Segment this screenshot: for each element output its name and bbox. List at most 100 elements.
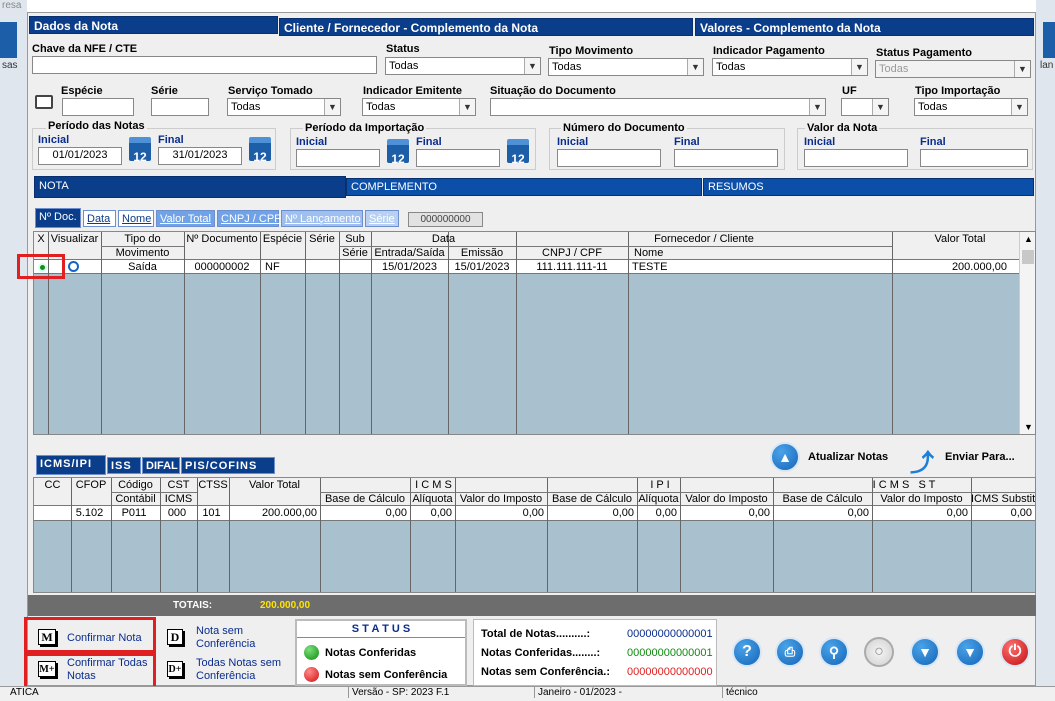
grid-col-line (547, 478, 548, 592)
green-dot-icon (304, 645, 319, 660)
tab-nota[interactable]: NOTA (34, 176, 346, 198)
nota-sem-conferencia-button[interactable]: Nota sem Conferência (196, 625, 256, 650)
tax-tab-iss[interactable]: ISS (107, 457, 141, 474)
column-header: CTSS (198, 479, 228, 491)
clock-icon[interactable]: ○ (864, 637, 894, 667)
section-cliente-fornecedor[interactable]: Cliente / Fornecedor - Complemento da No… (279, 18, 693, 36)
m-plus-icon: M+ (38, 661, 56, 677)
notas-conferidas-label: Notas Conferidas (325, 647, 417, 659)
tab-complemento[interactable]: COMPLEMENTO (346, 178, 702, 196)
search-box[interactable]: 000000000 (408, 212, 483, 227)
chevron-down-icon: ▼ (809, 99, 825, 115)
calendar-icon[interactable]: 12 (507, 139, 529, 166)
periodo-final-input[interactable]: 31/01/2023 (158, 147, 242, 165)
sort-tab-serie[interactable]: Série (365, 210, 399, 227)
d-plus-icon[interactable]: D+ (167, 661, 183, 677)
column-header: Base de Cálculo (324, 493, 406, 505)
periodo-inicial-input[interactable]: 01/01/2023 (38, 147, 122, 165)
valor-final-input[interactable] (920, 149, 1028, 167)
tipo-imp-select[interactable]: Todas ▼ (914, 98, 1028, 116)
column-header: Nº Documento (186, 233, 258, 245)
notas-conferidas-value: 00000000000001 (627, 647, 713, 659)
enviar-para-button[interactable]: Enviar Para... (945, 451, 1015, 463)
tipo-imp-label: Tipo Importação (915, 85, 1001, 97)
tax-tab-difal[interactable]: DIFAL (142, 457, 180, 474)
tax-cell: 0,00 (847, 507, 869, 519)
uf-select[interactable]: ▼ (841, 98, 889, 116)
notes-scrollbar[interactable]: ▲ ▼ (1019, 232, 1035, 434)
imp-final-input[interactable] (416, 149, 500, 167)
notes-grid-row[interactable] (34, 260, 1019, 274)
filter-icon[interactable]: ▼ (910, 637, 940, 667)
chevron-down-icon: ▼ (687, 59, 703, 75)
search-icon[interactable]: ⚲ (819, 637, 849, 667)
num-inicial-input[interactable] (557, 149, 661, 167)
chevron-down-icon: ▼ (1014, 61, 1030, 77)
sort-tab-lancamento[interactable]: Nº Lançamento (281, 210, 363, 227)
grid-col-line (111, 478, 112, 592)
power-icon[interactable]: ⏻ (1000, 637, 1030, 667)
tax-cell: 101 (202, 507, 221, 519)
tax-tab-pis-cofins[interactable]: PIS/COFINS (181, 457, 275, 474)
imp-inicial-input[interactable] (296, 149, 380, 167)
ind-pag-select[interactable]: Todas ▼ (712, 58, 868, 76)
sort-tab-data[interactable]: Data (83, 210, 116, 227)
chevron-down-icon: ▼ (1011, 99, 1027, 115)
clear-filter-icon[interactable]: ▼ (955, 637, 985, 667)
help-icon[interactable]: ? (732, 637, 762, 667)
tipo-mov-select[interactable]: Todas ▼ (548, 58, 704, 76)
calendar-icon[interactable]: 12 (129, 137, 151, 164)
print-icon[interactable]: ⎙ (775, 637, 805, 667)
servico-select[interactable]: Todas ▼ (227, 98, 341, 116)
grid-col-line (628, 232, 629, 434)
situacao-select[interactable]: ▼ (490, 98, 826, 116)
column-header: Sub (345, 233, 365, 245)
totals-label: TOTAIS: (173, 600, 213, 611)
chave-input[interactable] (32, 56, 377, 74)
printer-icon[interactable] (35, 95, 53, 109)
atualizar-notas-button[interactable]: Atualizar Notas (808, 451, 889, 463)
right-app-icon[interactable] (1043, 22, 1055, 58)
column-header: I P I (650, 479, 670, 491)
especie-input[interactable] (62, 98, 134, 116)
row-select-radio[interactable] (38, 263, 47, 272)
chevron-down-icon: ▼ (872, 99, 888, 115)
sort-tab-cnpj[interactable]: CNPJ / CPF (217, 210, 281, 227)
num-final-input[interactable] (674, 149, 778, 167)
scroll-down-arrow[interactable]: ▼ (1024, 422, 1033, 432)
enviar-icon[interactable]: ⤴ (910, 450, 934, 477)
sort-tab-valor-total[interactable]: Valor Total (156, 210, 215, 227)
column-header: I C M S (415, 479, 452, 491)
right-fragment-label: lan (1040, 60, 1054, 71)
notas-sem-value: 00000000000000 (627, 666, 713, 678)
notas-sem-count-label: Notas sem Conferência.: (481, 666, 610, 678)
atualizar-icon[interactable]: ▲ (770, 442, 800, 472)
todas-sem-conferencia-button[interactable]: Todas Notas sem Conferência (196, 657, 281, 682)
status-select[interactable]: Todas ▼ (385, 57, 541, 75)
column-header: Série (309, 233, 335, 245)
column-header: CC (44, 479, 61, 491)
calendar-icon[interactable]: 12 (249, 137, 271, 164)
total-notas-value: 00000000000001 (627, 628, 713, 640)
column-header: CNPJ / CPF (542, 247, 602, 259)
left-app-icon[interactable] (0, 22, 17, 58)
tab-resumos[interactable]: RESUMOS (703, 178, 1034, 196)
sort-tab-nome[interactable]: Nome (118, 210, 154, 227)
status-label: Status (386, 43, 420, 55)
scroll-thumb[interactable] (1022, 250, 1034, 264)
tax-tab-icms-ipi[interactable]: ICMS/IPI (36, 455, 106, 475)
sort-tab-num-doc[interactable]: Nº Doc. (35, 208, 81, 228)
section-valores[interactable]: Valores - Complemento da Nota (695, 18, 1034, 36)
column-header: Valor do Imposto (880, 493, 963, 505)
tax-cell: P011 (121, 507, 147, 519)
numero-doc-label: Número do Documento (561, 122, 687, 134)
ind-emit-select[interactable]: Todas ▼ (362, 98, 476, 116)
scroll-up-arrow[interactable]: ▲ (1024, 234, 1033, 244)
tax-grid-row[interactable] (34, 506, 1035, 521)
column-header: Base de Cálculo (551, 493, 633, 505)
magnifier-icon[interactable] (68, 261, 79, 272)
calendar-icon[interactable]: 12 (387, 139, 409, 166)
serie-input[interactable] (151, 98, 209, 116)
valor-inicial-input[interactable] (804, 149, 908, 167)
d-icon[interactable]: D (167, 629, 183, 645)
